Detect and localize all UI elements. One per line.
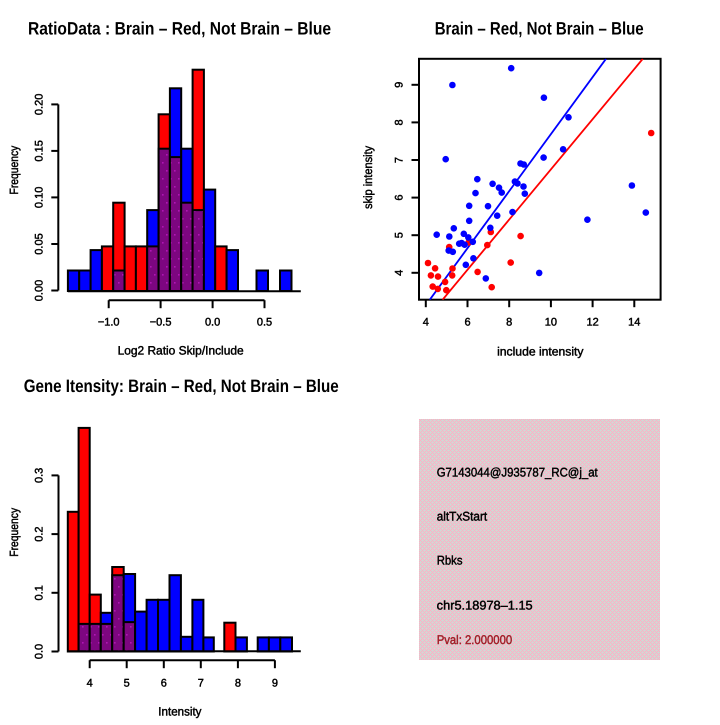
- svg-text:include intensity: include intensity: [497, 344, 583, 358]
- svg-text:5: 5: [124, 678, 130, 690]
- svg-text:Brain – Red, Not Brain – Blue: Brain – Red, Not Brain – Blue: [435, 18, 644, 38]
- svg-text:G7143044@J935787_RC@j_at: G7143044@J935787_RC@j_at: [437, 466, 598, 480]
- svg-text:RatioData : Brain – Red, Not B: RatioData : Brain – Red, Not Brain – Blu…: [28, 19, 331, 39]
- svg-text:7: 7: [393, 157, 405, 163]
- svg-text:chr5.18978–1.15: chr5.18978–1.15: [437, 598, 533, 612]
- svg-text:6: 6: [464, 317, 470, 329]
- svg-text:10: 10: [545, 317, 557, 329]
- svg-text:7: 7: [198, 678, 204, 690]
- svg-text:8: 8: [235, 678, 241, 690]
- svg-text:0.15: 0.15: [33, 140, 45, 161]
- svg-text:0.5: 0.5: [257, 317, 272, 329]
- svg-text:0.20: 0.20: [33, 94, 45, 115]
- svg-text:Pval: 2.000000: Pval: 2.000000: [437, 633, 513, 647]
- svg-text:6: 6: [161, 678, 167, 690]
- svg-text:0.05: 0.05: [33, 233, 45, 254]
- svg-text:9: 9: [393, 82, 405, 88]
- svg-text:12: 12: [586, 317, 598, 329]
- svg-text:0.10: 0.10: [33, 187, 45, 208]
- svg-text:8: 8: [393, 119, 405, 125]
- svg-text:4: 4: [393, 270, 405, 276]
- svg-text:altTxStart: altTxStart: [437, 510, 488, 524]
- svg-text:Intensity: Intensity: [158, 704, 201, 718]
- svg-text:0.00: 0.00: [33, 280, 45, 301]
- svg-text:4: 4: [423, 317, 429, 329]
- svg-text:Frequency: Frequency: [7, 508, 21, 557]
- svg-text:−0.5: −0.5: [150, 317, 172, 329]
- svg-text:Gene Itensity: Brain – Red, No: Gene Itensity: Brain – Red, Not Brain – …: [24, 376, 339, 396]
- svg-text:skip intensity: skip intensity: [361, 146, 375, 209]
- svg-text:0.0: 0.0: [33, 644, 45, 659]
- svg-text:0.2: 0.2: [33, 526, 45, 541]
- svg-text:0.3: 0.3: [33, 468, 45, 483]
- svg-text:8: 8: [506, 317, 512, 329]
- svg-text:4: 4: [87, 678, 93, 690]
- svg-text:0.0: 0.0: [205, 317, 220, 329]
- svg-text:Rbks: Rbks: [437, 553, 463, 567]
- svg-text:9: 9: [272, 678, 278, 690]
- svg-text:0.1: 0.1: [33, 585, 45, 600]
- svg-text:6: 6: [393, 195, 405, 201]
- svg-text:14: 14: [628, 317, 640, 329]
- svg-text:Frequency: Frequency: [7, 146, 21, 195]
- svg-text:−1.0: −1.0: [98, 317, 120, 329]
- svg-text:5: 5: [393, 232, 405, 238]
- svg-text:Log2 Ratio Skip/Include: Log2 Ratio Skip/Include: [118, 344, 244, 358]
